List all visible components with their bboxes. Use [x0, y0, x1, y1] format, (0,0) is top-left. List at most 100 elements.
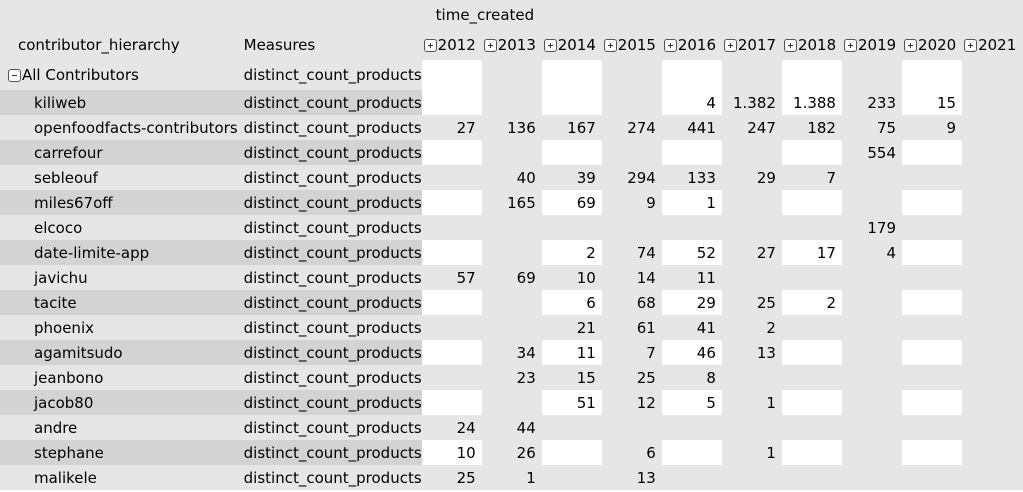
table-row: javichu distinct_count_products 57 69 10 14 11 — [0, 265, 1023, 290]
expand-icon[interactable] — [783, 39, 797, 52]
value-cell: 136 — [481, 115, 542, 140]
value-cell — [661, 465, 722, 490]
value-cell: 17 — [781, 240, 842, 265]
table-row: malikele distinct_count_products 25 1 13 — [0, 465, 1023, 490]
value-cell — [962, 90, 1023, 115]
value-cell: 26 — [481, 440, 542, 465]
value-cell — [962, 60, 1023, 90]
value-cell — [721, 465, 782, 490]
row-member-label[interactable]: carrefour — [0, 140, 238, 165]
value-cell: 294 — [601, 165, 662, 190]
value-cell — [781, 60, 842, 90]
row-member-label[interactable]: miles67off — [0, 190, 238, 215]
table-row: jacob80 distinct_count_products 51 12 5 1 — [0, 390, 1023, 415]
year-label: 2015 — [617, 36, 656, 54]
value-cell: 247 — [721, 115, 782, 140]
year-header-2020[interactable]: 2020 — [902, 30, 963, 60]
expand-icon[interactable] — [543, 39, 557, 52]
value-cell — [902, 290, 963, 315]
expand-icon[interactable] — [843, 39, 857, 52]
expand-icon[interactable] — [663, 39, 677, 52]
row-dimension-header[interactable]: contributor_hierarchy — [0, 30, 238, 60]
value-cell — [601, 60, 662, 90]
value-cell: 27 — [421, 115, 482, 140]
value-cell — [902, 165, 963, 190]
year-header-2013[interactable]: 2013 — [481, 30, 542, 60]
expand-icon[interactable] — [964, 39, 978, 52]
expand-icon[interactable] — [483, 39, 497, 52]
expand-icon[interactable] — [603, 39, 617, 52]
year-label: 2018 — [797, 36, 837, 54]
row-member-label[interactable]: elcoco — [0, 215, 238, 240]
table-row: date-limite-app distinct_count_products 2 7… — [0, 240, 1023, 265]
table-row: jeanbono distinct_count_products 23 15 25 8 — [0, 365, 1023, 390]
value-cell — [962, 140, 1023, 165]
value-cell: 11 — [541, 340, 602, 365]
value-cell — [902, 190, 963, 215]
row-member-label[interactable]: tacite — [0, 290, 238, 315]
year-header-2021[interactable]: 2021 — [962, 30, 1023, 60]
expand-icon[interactable] — [904, 39, 918, 52]
value-cell — [902, 140, 963, 165]
expand-icon[interactable] — [423, 39, 437, 52]
value-cell: 23 — [481, 365, 542, 390]
value-cell — [421, 165, 482, 190]
year-header-2015[interactable]: 2015 — [601, 30, 662, 60]
expand-icon[interactable] — [723, 39, 737, 52]
measures-header[interactable]: Measures — [237, 30, 422, 60]
value-cell: 1.388 — [781, 90, 842, 115]
value-cell: 9 — [902, 115, 963, 140]
row-member-label[interactable]: date-limite-app — [0, 240, 238, 265]
row-member-label[interactable]: kiliweb — [0, 90, 238, 115]
value-cell: 69 — [481, 265, 542, 290]
value-cell: 27 — [721, 240, 782, 265]
value-cell: 1 — [721, 390, 782, 415]
year-header-2017[interactable]: 2017 — [721, 30, 782, 60]
value-cell: 57 — [421, 265, 482, 290]
row-member-label[interactable]: javichu — [0, 265, 238, 290]
root-member-all-contributors[interactable]: All Contributors — [0, 60, 238, 90]
value-cell: 1 — [661, 190, 722, 215]
year-header-2018[interactable]: 2018 — [781, 30, 842, 60]
row-member-label[interactable]: agamitsudo — [0, 340, 238, 365]
row-member-label[interactable]: jacob80 — [0, 390, 238, 415]
value-cell: 25 — [601, 365, 662, 390]
row-member-label[interactable]: sebleouf — [0, 165, 238, 190]
value-cell — [902, 365, 963, 390]
year-header-2016[interactable]: 2016 — [661, 30, 722, 60]
year-header-2012[interactable]: 2012 — [421, 30, 482, 60]
row-member-label[interactable]: jeanbono — [0, 365, 238, 390]
value-cell — [841, 315, 903, 340]
value-cell — [962, 340, 1023, 365]
value-cell — [421, 140, 482, 165]
value-cell — [541, 140, 602, 165]
table-row: carrefour distinct_count_products 554 — [0, 140, 1023, 165]
value-cell — [421, 315, 482, 340]
value-cell — [841, 290, 903, 315]
value-cell — [841, 265, 903, 290]
year-header-2014[interactable]: 2014 — [541, 30, 602, 60]
row-member-label[interactable]: stephane — [0, 440, 238, 465]
row-member-label[interactable]: andre — [0, 415, 238, 440]
value-cell — [481, 390, 542, 415]
value-cell — [601, 90, 662, 115]
year-header-2019[interactable]: 2019 — [841, 30, 903, 60]
value-cell — [841, 415, 903, 440]
row-member-label[interactable]: phoenix — [0, 315, 238, 340]
value-cell — [962, 465, 1023, 490]
row-measure-label: distinct_count_products — [237, 340, 422, 365]
value-cell: 40 — [481, 165, 542, 190]
collapse-icon[interactable] — [8, 69, 21, 82]
row-measure-label: distinct_count_products — [237, 290, 422, 315]
value-cell: 25 — [721, 290, 782, 315]
value-cell — [421, 340, 482, 365]
value-cell — [661, 440, 722, 465]
value-cell — [421, 290, 482, 315]
value-cell — [541, 465, 602, 490]
row-member-label[interactable]: openfoodfacts-contributors — [0, 115, 238, 140]
column-dimension-header[interactable]: time_created — [421, 0, 1023, 30]
value-cell — [541, 415, 602, 440]
value-cell: 1 — [721, 440, 782, 465]
row-member-label[interactable]: malikele — [0, 465, 238, 490]
